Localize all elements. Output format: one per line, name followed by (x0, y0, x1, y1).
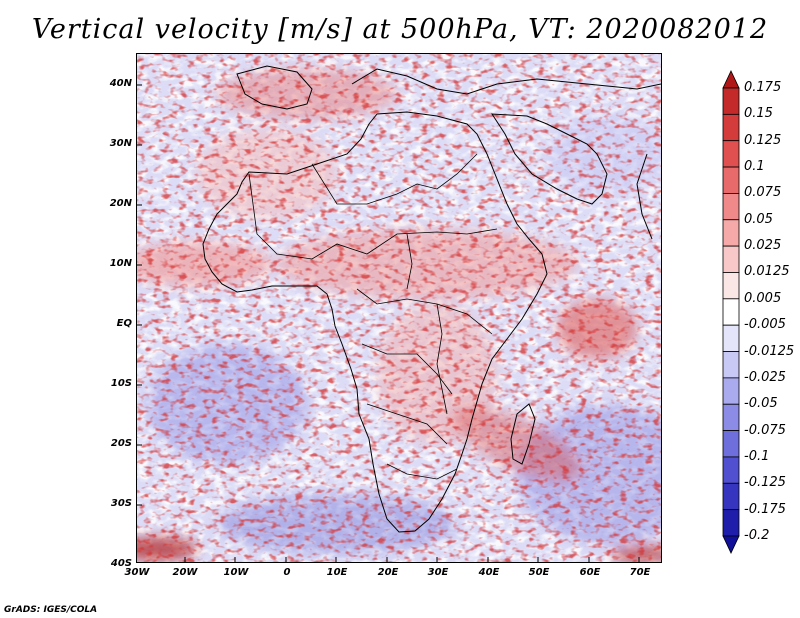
colorbar (722, 70, 740, 554)
lat-label-30s: 30S (110, 498, 132, 509)
lon-label-50e: 50E (528, 567, 550, 578)
colorbar-bin (722, 298, 740, 326)
map-panel (136, 53, 662, 563)
chart-title: Vertical velocity [m/s] at 500hPa, VT: 2… (31, 14, 769, 45)
colorbar-label: 0.125 (744, 132, 782, 148)
lon-label-0: 0 (283, 567, 291, 578)
colorbar-label: -0.2 (744, 528, 770, 543)
colorbar-bin (722, 245, 740, 273)
colorbar-bin (722, 70, 740, 89)
lat-label-20s: 20S (110, 438, 132, 449)
colorbar-label: -0.005 (744, 317, 786, 333)
colorbar-label: -0.025 (744, 369, 786, 385)
colorbar-label: 0.075 (744, 185, 782, 201)
lon-label-60e: 60E (579, 567, 601, 578)
colorbar-bin (722, 377, 740, 405)
colorbar-label: -0.075 (744, 422, 786, 438)
colorbar-bin (722, 535, 740, 554)
colorbar-bin (722, 509, 740, 537)
lat-label-40s: 40S (110, 558, 132, 569)
field-red-speckle (137, 54, 661, 562)
lon-label-30w: 30W (124, 567, 150, 578)
colorbar-label: -0.125 (744, 475, 786, 491)
lat-label-30n: 30N (109, 138, 132, 149)
map-ticks (137, 84, 640, 562)
vertical-velocity-field (137, 54, 661, 562)
lon-label-30e: 30E (427, 567, 449, 578)
colorbar-bin (722, 403, 740, 431)
colorbar-label: 0.025 (744, 238, 782, 254)
colorbar-bin (722, 166, 740, 194)
colorbar-label: 0.15 (744, 106, 773, 122)
lat-label-10n: 10N (109, 258, 132, 269)
lat-label-10s: 10S (110, 378, 132, 389)
colorbar-bin (722, 219, 740, 247)
colorbar-bin (722, 140, 740, 168)
colorbar-label: -0.0125 (744, 343, 795, 359)
colorbar-bin (722, 324, 740, 352)
colorbar-label: 0.1 (744, 159, 765, 175)
coastlines (202, 65, 661, 533)
lon-label-10e: 10E (326, 567, 348, 578)
colorbar-bin (722, 482, 740, 511)
lat-label-eq: EQ (116, 318, 132, 329)
lon-label-40e: 40E (478, 567, 500, 578)
colorbar-bin (722, 456, 740, 484)
colorbar-label: -0.05 (744, 396, 778, 412)
colorbar-bin (722, 430, 740, 458)
colorbar-label: 0.05 (744, 211, 773, 227)
colorbar-label: 0.175 (744, 80, 782, 95)
lon-label-20e: 20E (377, 567, 399, 578)
colorbar-bin (722, 351, 740, 379)
grads-credit: GrADS: IGES/COLA (4, 605, 98, 615)
colorbar-bin (722, 272, 740, 300)
lat-label-20n: 20N (109, 198, 132, 209)
colorbar-label: 0.005 (744, 290, 782, 306)
lon-label-10w: 10W (223, 567, 249, 578)
colorbar-label: -0.175 (744, 501, 786, 517)
colorbar-label: -0.1 (744, 448, 770, 464)
colorbar-bin (722, 113, 740, 142)
lon-label-20w: 20W (172, 567, 198, 578)
colorbar-bin (722, 193, 740, 221)
lon-label-70e: 70E (629, 567, 651, 578)
lat-label-40n: 40N (109, 78, 132, 89)
colorbar-bin (722, 87, 740, 115)
colorbar-label: 0.0125 (744, 264, 790, 280)
